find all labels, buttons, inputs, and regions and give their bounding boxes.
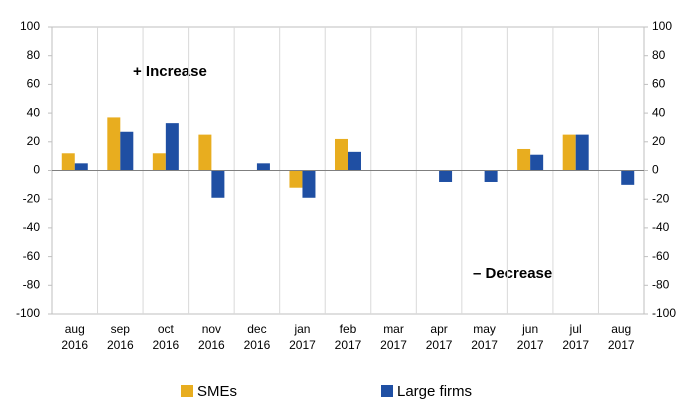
bar	[530, 154, 544, 171]
y-tick-label: 100	[20, 19, 40, 33]
x-tick-label: apr 2017	[426, 322, 453, 352]
x-tick-label: jul 2017	[562, 322, 589, 352]
y2-tick-label: 100	[652, 19, 672, 33]
x-tick-label: dec 2016	[244, 322, 271, 352]
x-tick-label: sep 2016	[107, 322, 134, 352]
y2-tick-label: 40	[652, 105, 666, 119]
y-tick-label: 80	[27, 48, 41, 62]
x-tick-label: feb 2017	[335, 322, 362, 352]
y2-tick-label: -100	[652, 306, 676, 320]
x-tick-label: jun 2017	[517, 322, 544, 352]
y2-tick-label: 20	[652, 134, 666, 148]
x-tick-label: aug 2017	[608, 322, 635, 352]
bar	[152, 153, 166, 171]
y2-tick-label: 60	[652, 77, 666, 91]
bar	[517, 148, 531, 171]
y2-tick-label: -20	[652, 191, 670, 205]
x-tick-label: may 2017	[471, 322, 498, 352]
annotation: + Increase	[133, 63, 207, 80]
y-tick-label: 20	[27, 134, 41, 148]
legend-label: Large firms	[397, 383, 472, 400]
bar	[165, 123, 179, 171]
bar	[256, 163, 270, 171]
bar	[107, 117, 121, 171]
bar	[302, 170, 316, 198]
x-tick-label: aug 2016	[61, 322, 88, 352]
bar	[575, 134, 589, 171]
bar	[348, 151, 361, 171]
annotation: – Decrease	[473, 265, 552, 282]
bar	[211, 170, 225, 198]
bar	[289, 170, 303, 188]
bar	[335, 138, 348, 171]
y-tick-label: -80	[23, 277, 41, 291]
bar	[439, 170, 453, 182]
bar	[198, 134, 212, 171]
x-tick-label: nov 2016	[198, 322, 225, 352]
y2-tick-label: -40	[652, 220, 670, 234]
bar	[621, 170, 635, 185]
y-tick-label: -100	[16, 306, 40, 320]
y2-tick-label: 80	[652, 48, 666, 62]
y-tick-label: 40	[27, 105, 41, 119]
y-tick-label: -40	[23, 220, 41, 234]
legend-label: SMEs	[197, 383, 237, 400]
y2-tick-label: -60	[652, 249, 670, 263]
y2-tick-label: -80	[652, 277, 670, 291]
x-tick-label: jan 2017	[289, 322, 316, 352]
bar	[61, 153, 75, 171]
y-tick-label: 0	[33, 163, 40, 177]
y-tick-label: 60	[27, 77, 41, 91]
bar	[562, 134, 576, 171]
legend-swatch	[381, 385, 393, 397]
y-tick-label: -20	[23, 191, 41, 205]
legend-swatch	[181, 385, 193, 397]
x-tick-label: oct 2016	[152, 322, 179, 352]
y-tick-label: -60	[23, 249, 41, 263]
bar	[484, 170, 498, 182]
y2-tick-label: 0	[652, 163, 659, 177]
bar	[74, 163, 88, 171]
x-tick-label: mar 2017	[380, 322, 407, 352]
bar	[120, 131, 134, 171]
